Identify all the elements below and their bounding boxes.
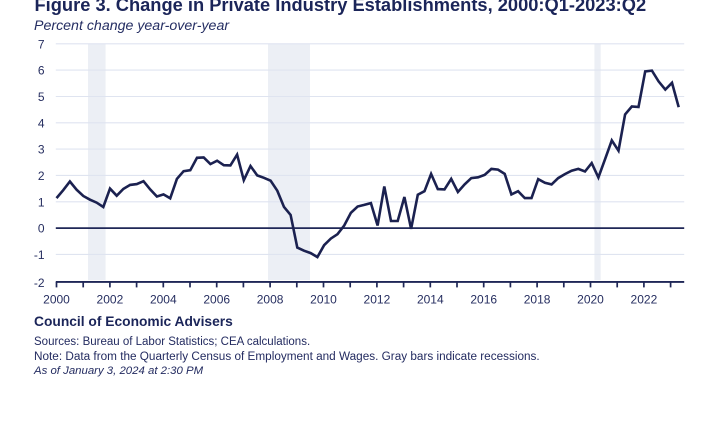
svg-text:0: 0: [38, 222, 45, 236]
svg-text:2008: 2008: [257, 293, 284, 307]
svg-text:2002: 2002: [97, 293, 124, 307]
svg-text:2020: 2020: [577, 293, 604, 307]
svg-text:2016: 2016: [470, 293, 497, 307]
svg-text:2022: 2022: [631, 293, 658, 307]
svg-text:2: 2: [38, 169, 45, 183]
svg-text:2010: 2010: [310, 293, 337, 307]
svg-text:2018: 2018: [524, 293, 551, 307]
svg-text:2006: 2006: [203, 293, 230, 307]
svg-text:6: 6: [38, 64, 45, 78]
svg-text:3: 3: [38, 143, 45, 157]
svg-text:2004: 2004: [150, 293, 177, 307]
svg-text:2000: 2000: [43, 293, 70, 307]
svg-text:-1: -1: [34, 248, 45, 262]
svg-text:-2: -2: [34, 276, 45, 290]
svg-text:2014: 2014: [417, 293, 444, 307]
svg-text:5: 5: [38, 90, 45, 104]
svg-text:4: 4: [38, 116, 45, 130]
svg-text:2012: 2012: [364, 293, 391, 307]
svg-text:7: 7: [38, 37, 45, 51]
svg-text:1: 1: [38, 195, 45, 209]
